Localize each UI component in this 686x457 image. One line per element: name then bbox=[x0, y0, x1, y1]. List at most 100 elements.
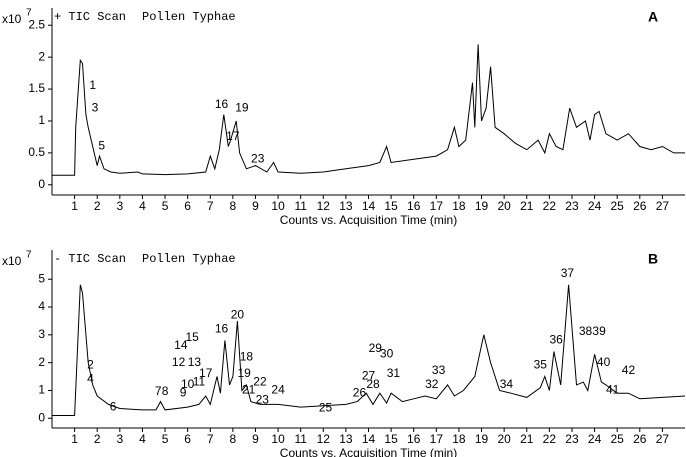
peak-label: 38 bbox=[579, 324, 593, 338]
peak-label: 16 bbox=[215, 97, 229, 111]
peak-label: 13 bbox=[188, 355, 202, 369]
peak-label: 36 bbox=[549, 333, 563, 347]
x-tick-label: 4 bbox=[139, 432, 146, 446]
peak-label: 1 bbox=[89, 78, 96, 92]
y-tick-label: 0 bbox=[38, 410, 45, 424]
peak-label: 16 bbox=[215, 321, 229, 335]
peak-label: 40 bbox=[597, 355, 611, 369]
x-tick-label: 22 bbox=[543, 432, 557, 446]
x-tick-label: 7 bbox=[207, 199, 214, 213]
peak-label: 11 bbox=[193, 374, 206, 388]
peak-label: 23 bbox=[256, 392, 270, 406]
x-tick-label: 25 bbox=[610, 432, 624, 446]
scan-label: + TIC Scan bbox=[54, 10, 126, 24]
x-tick-label: 18 bbox=[452, 432, 466, 446]
x-tick-label: 19 bbox=[475, 432, 489, 446]
y-tick-label: 5 bbox=[38, 271, 45, 285]
peak-label: 3 bbox=[92, 100, 99, 114]
peak-label: 4 bbox=[87, 372, 94, 386]
x-tick-label: 2 bbox=[94, 432, 101, 446]
sample-label: Pollen Typhae bbox=[142, 10, 236, 24]
x-tick-label: 24 bbox=[588, 199, 602, 213]
x-tick-label: 1 bbox=[71, 199, 78, 213]
x-tick-label: 25 bbox=[610, 199, 624, 213]
x-tick-label: 6 bbox=[184, 432, 191, 446]
x-tick-label: 16 bbox=[407, 199, 421, 213]
x-tick-label: 14 bbox=[362, 432, 376, 446]
x-tick-label: 10 bbox=[271, 199, 285, 213]
x-tick-label: 27 bbox=[656, 199, 670, 213]
x-tick-label: 11 bbox=[294, 432, 307, 446]
x-tick-label: 18 bbox=[452, 199, 466, 213]
peak-label: 42 bbox=[622, 363, 636, 377]
x-tick-label: 23 bbox=[565, 199, 579, 213]
x-tick-label: 5 bbox=[162, 199, 169, 213]
y-tick-label: 1 bbox=[38, 383, 45, 397]
peak-label: 15 bbox=[185, 330, 199, 344]
peak-label: 5 bbox=[98, 139, 105, 153]
y-scale-base: x10 bbox=[2, 12, 22, 26]
peak-label: 20 bbox=[231, 308, 245, 322]
y-tick-label: 0 bbox=[38, 177, 45, 191]
x-tick-label: 11 bbox=[294, 199, 307, 213]
peak-label: 39 bbox=[592, 324, 606, 338]
x-tick-label: 23 bbox=[565, 432, 579, 446]
x-tick-label: 8 bbox=[230, 199, 237, 213]
panel-label: B bbox=[648, 251, 658, 267]
x-tick-label: 12 bbox=[317, 199, 331, 213]
y-tick-label: 1 bbox=[38, 113, 45, 127]
y-tick-label: 0.5 bbox=[28, 145, 45, 159]
y-scale-base: x10 bbox=[2, 254, 22, 268]
peak-label: 10 bbox=[181, 377, 195, 391]
x-tick-label: 3 bbox=[116, 432, 123, 446]
x-tick-label: 13 bbox=[339, 199, 353, 213]
peak-label: 27 bbox=[362, 369, 376, 383]
x-tick-label: 6 bbox=[184, 199, 191, 213]
x-tick-label: 13 bbox=[339, 432, 353, 446]
peak-label: 30 bbox=[380, 346, 394, 360]
peak-label: 8 bbox=[162, 384, 169, 398]
x-axis-label: Counts vs. Acquisition Time (min) bbox=[280, 446, 457, 457]
peak-label: 6 bbox=[110, 399, 117, 413]
y-tick-label: 3 bbox=[38, 327, 45, 341]
x-tick-label: 1 bbox=[71, 432, 78, 446]
x-tick-label: 26 bbox=[633, 432, 647, 446]
peak-label: 33 bbox=[432, 363, 446, 377]
peak-label: 34 bbox=[500, 377, 514, 391]
x-tick-label: 15 bbox=[384, 432, 398, 446]
y-tick-label: 2.5 bbox=[28, 17, 45, 31]
panel-label: A bbox=[648, 9, 658, 25]
x-tick-label: 22 bbox=[543, 199, 557, 213]
peak-label: 17 bbox=[226, 129, 240, 143]
sample-label: Pollen Typhae bbox=[142, 252, 236, 266]
peak-label: 37 bbox=[561, 266, 575, 280]
x-tick-label: 20 bbox=[497, 199, 511, 213]
x-tick-label: 17 bbox=[430, 199, 444, 213]
peak-label: 32 bbox=[425, 377, 439, 391]
peak-label: 23 bbox=[251, 151, 265, 165]
peak-label: 2 bbox=[87, 358, 94, 372]
peak-label: 9 bbox=[180, 385, 187, 399]
x-tick-label: 5 bbox=[162, 432, 169, 446]
y-tick-label: 2 bbox=[38, 355, 45, 369]
y-scale-exponent: 7 bbox=[26, 250, 32, 261]
peak-label: 31 bbox=[387, 366, 401, 380]
x-tick-label: 19 bbox=[475, 199, 489, 213]
peak-label: 41 bbox=[606, 383, 620, 397]
x-tick-label: 27 bbox=[656, 432, 670, 446]
peak-label: 17 bbox=[199, 366, 213, 380]
x-tick-label: 3 bbox=[116, 199, 123, 213]
y-tick-label: 2 bbox=[38, 49, 45, 63]
x-tick-label: 9 bbox=[252, 199, 259, 213]
peak-label: 19 bbox=[237, 366, 251, 380]
x-tick-label: 9 bbox=[252, 432, 259, 446]
x-tick-label: 7 bbox=[207, 432, 214, 446]
x-tick-label: 12 bbox=[317, 432, 331, 446]
x-tick-label: 4 bbox=[139, 199, 146, 213]
x-tick-label: 21 bbox=[520, 432, 534, 446]
tic-trace bbox=[52, 284, 686, 416]
x-tick-label: 10 bbox=[271, 432, 285, 446]
peak-label: 21 bbox=[242, 383, 256, 397]
peak-label: 18 bbox=[240, 349, 254, 363]
